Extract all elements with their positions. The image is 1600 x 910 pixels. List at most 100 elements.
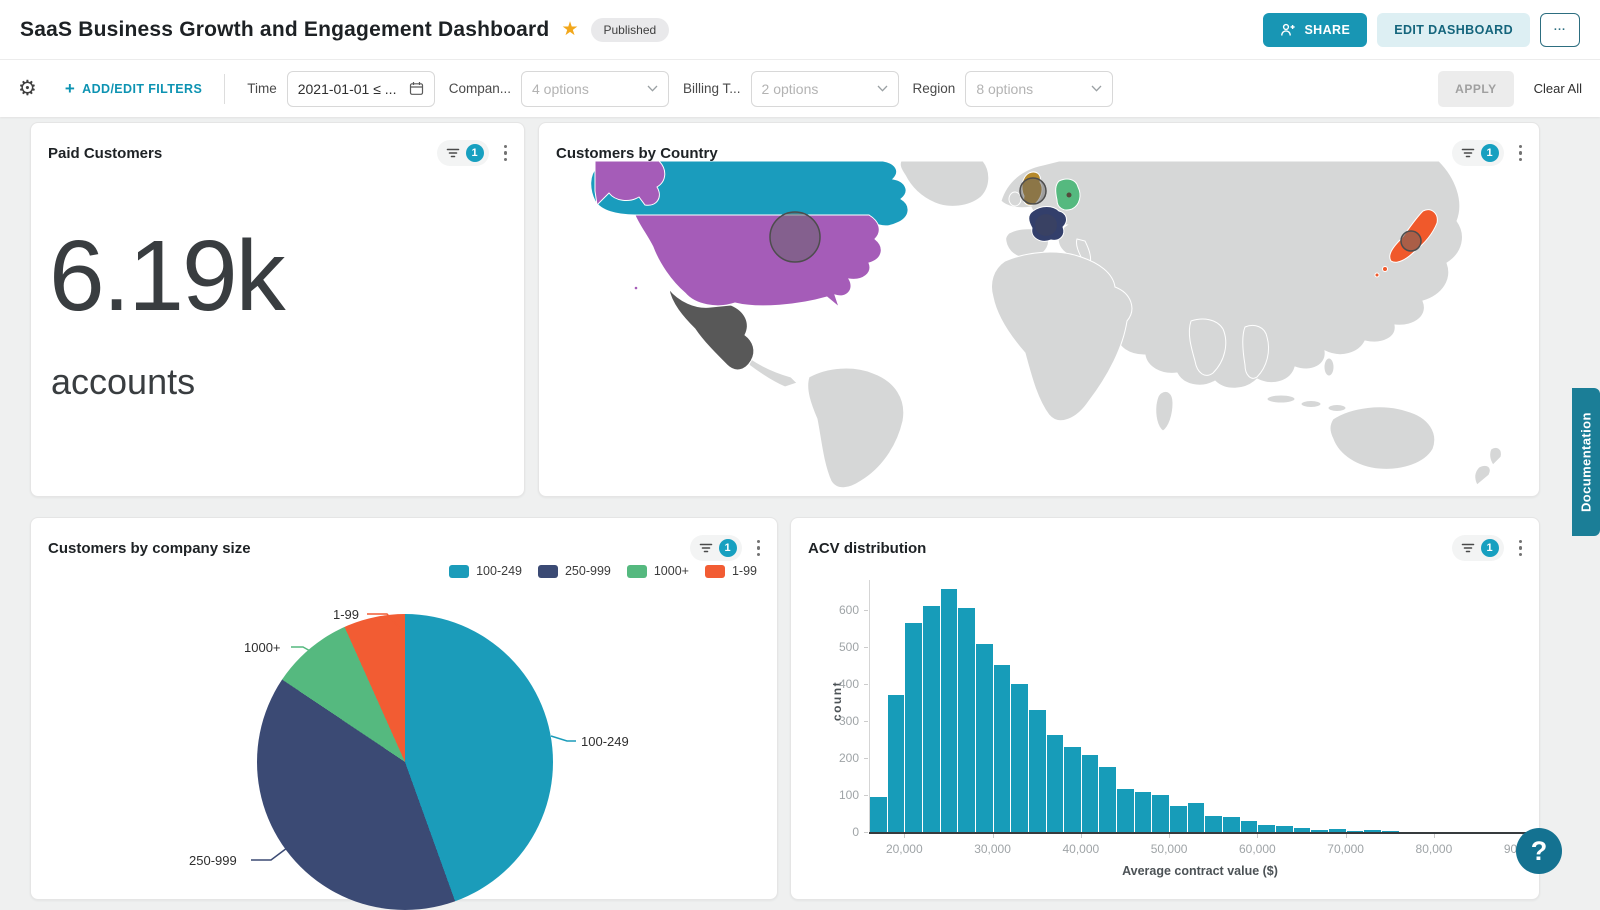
widget-paid-customers: Paid Customers 1 6.19k accounts [30, 122, 525, 497]
histogram-bar[interactable] [1364, 830, 1381, 832]
y-tick-mark [864, 832, 868, 833]
company-filter-select[interactable]: 4 options [521, 71, 669, 107]
histogram-bar[interactable] [1205, 816, 1222, 832]
y-tick-label: 0 [807, 825, 859, 839]
legend-swatch [705, 565, 725, 578]
histogram-bar[interactable] [1047, 735, 1064, 832]
x-tick-label: 50,000 [1129, 842, 1209, 856]
clear-all-button[interactable]: Clear All [1534, 81, 1582, 96]
map-country-usa-hawaii[interactable] [634, 286, 638, 290]
favorite-star-icon[interactable]: ★ [561, 18, 578, 41]
histogram-bar[interactable] [1188, 803, 1205, 832]
map-land-central-america [749, 359, 797, 387]
histogram-bar[interactable] [1029, 710, 1046, 832]
kebab-menu-icon[interactable] [754, 537, 764, 560]
histogram-bar[interactable] [923, 606, 940, 832]
histogram-bar[interactable] [1311, 830, 1328, 832]
map-country-japan-island[interactable] [1375, 273, 1379, 277]
map-land-new-zealand [1490, 447, 1502, 465]
add-edit-filters-label: ADD/EDIT FILTERS [82, 82, 202, 96]
x-tick-mark [993, 834, 994, 838]
histogram-bar[interactable] [888, 695, 905, 832]
billing-filter-select[interactable]: 2 options [751, 71, 899, 107]
kebab-menu-icon[interactable] [501, 142, 511, 165]
filter-bar: ⚙ + ADD/EDIT FILTERS Time 2021-01-01 ≤ .… [0, 60, 1600, 117]
histogram-bar[interactable] [1064, 747, 1081, 832]
pie-chart[interactable] [257, 614, 553, 910]
y-tick-label: 500 [807, 640, 859, 654]
chevron-down-icon [877, 85, 888, 92]
widget-filter-indicator[interactable]: 1 [1452, 535, 1504, 561]
add-edit-filters-button[interactable]: + ADD/EDIT FILTERS [65, 79, 202, 99]
plus-icon: + [65, 79, 75, 99]
time-filter-input[interactable]: 2021-01-01 ≤ ... [287, 71, 435, 107]
map-country-japan-island[interactable] [1383, 267, 1388, 272]
widget-title: Paid Customers [48, 145, 162, 162]
map-bubble-uk[interactable] [1020, 178, 1046, 204]
histogram-bar[interactable] [1276, 826, 1293, 832]
map-land-philippines [1324, 358, 1334, 376]
chevron-down-icon [1091, 85, 1102, 92]
histogram-bar[interactable] [958, 608, 975, 832]
histogram-bar[interactable] [1258, 825, 1275, 832]
legend-item[interactable]: 100-249 [449, 564, 522, 578]
company-filter-label: Compan... [449, 81, 511, 96]
ellipsis-icon: ... [1554, 21, 1566, 33]
histogram-bar[interactable] [941, 589, 958, 832]
edit-dashboard-button[interactable]: EDIT DASHBOARD [1377, 13, 1530, 47]
legend-label: 250-999 [565, 564, 611, 578]
histogram-bar[interactable] [1223, 817, 1240, 832]
histogram-bar[interactable] [1135, 792, 1152, 832]
share-button[interactable]: SHARE [1263, 13, 1367, 47]
histogram-bar[interactable] [1082, 755, 1099, 832]
widget-filter-indicator[interactable]: 1 [690, 535, 742, 561]
world-map[interactable] [539, 161, 1539, 498]
legend-item[interactable]: 1000+ [627, 564, 689, 578]
billing-filter-value: 2 options [762, 81, 819, 97]
histogram-bar[interactable] [870, 797, 887, 832]
legend-item[interactable]: 250-999 [538, 564, 611, 578]
widget-filter-indicator[interactable]: 1 [437, 140, 489, 166]
filter-icon [699, 542, 713, 554]
histogram-bar[interactable] [994, 665, 1011, 832]
hist-plot[interactable] [869, 580, 1531, 832]
histogram-bar[interactable] [976, 644, 993, 832]
histogram-bar[interactable] [1347, 831, 1364, 832]
legend-label: 100-249 [476, 564, 522, 578]
more-options-button[interactable]: ... [1540, 13, 1580, 47]
legend-item[interactable]: 1-99 [705, 564, 757, 578]
legend-swatch [538, 565, 558, 578]
histogram-bar[interactable] [1382, 831, 1399, 832]
divider [224, 74, 225, 104]
filter-count-badge: 1 [466, 144, 484, 162]
map-bubble-france[interactable] [1035, 214, 1057, 236]
map-bubble-germany[interactable] [1067, 193, 1072, 198]
widget-company-size: Customers by company size 1 100-249 250-… [30, 517, 778, 900]
map-bubble-japan[interactable] [1401, 231, 1421, 251]
region-filter-select[interactable]: 8 options [965, 71, 1113, 107]
histogram-bar[interactable] [1294, 828, 1311, 832]
y-tick-label: 200 [807, 751, 859, 765]
help-button[interactable]: ? [1516, 828, 1562, 874]
published-badge: Published [591, 18, 670, 42]
y-tick-label: 400 [807, 677, 859, 691]
pie-label-250-999: 250-999 [189, 853, 237, 868]
histogram-bar[interactable] [1241, 821, 1258, 832]
kebab-menu-icon[interactable] [1516, 537, 1526, 560]
filter-settings-gear-icon[interactable]: ⚙ [18, 78, 37, 99]
chevron-down-icon [647, 85, 658, 92]
histogram-bar[interactable] [1011, 684, 1028, 832]
histogram-bar[interactable] [1170, 806, 1187, 832]
pie-legend: 100-249 250-999 1000+ 1-99 [449, 564, 757, 578]
histogram-bar[interactable] [1329, 829, 1346, 832]
time-filter-value: 2021-01-01 ≤ ... [298, 81, 397, 97]
x-tick-mark [904, 834, 905, 838]
map-bubble-usa[interactable] [770, 212, 820, 262]
histogram-bar[interactable] [905, 623, 922, 832]
apply-button[interactable]: APPLY [1438, 71, 1513, 107]
histogram-bar[interactable] [1152, 795, 1169, 832]
documentation-tab[interactable]: Documentation [1572, 388, 1600, 536]
y-tick-mark [864, 684, 868, 685]
histogram-bar[interactable] [1099, 767, 1116, 832]
histogram-bar[interactable] [1117, 789, 1134, 832]
